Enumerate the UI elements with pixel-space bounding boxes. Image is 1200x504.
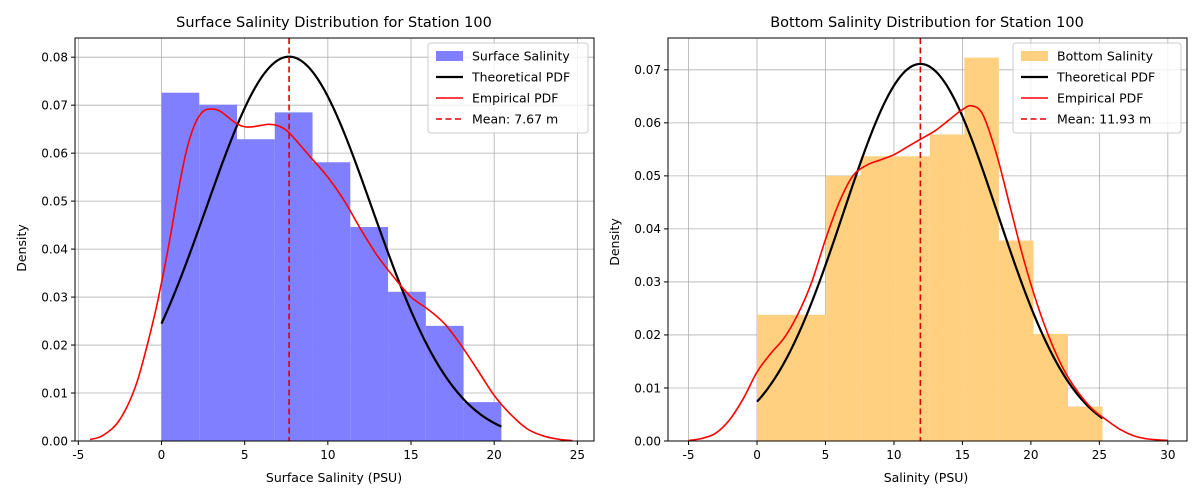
- legend-label: Mean: 7.67 m: [472, 111, 558, 126]
- legend-label: Mean: 11.93 m: [1057, 111, 1151, 126]
- x-tick-label: 5: [822, 448, 830, 462]
- y-tick-label: 0.04: [634, 222, 661, 236]
- empirical-pdf-line: [89, 108, 573, 442]
- y-tick-label: 0.06: [41, 146, 68, 160]
- y-tick-label: 0.04: [41, 242, 68, 256]
- legend-label: Theoretical PDF: [471, 69, 570, 84]
- y-tick-label: 0.02: [634, 328, 661, 342]
- x-tick-label: 30: [1160, 448, 1175, 462]
- histogram-bar: [237, 139, 275, 441]
- x-tick-label: -5: [72, 448, 84, 462]
- legend-label: Theoretical PDF: [1056, 69, 1155, 84]
- x-tick-label: 20: [1023, 448, 1038, 462]
- y-axis-label: Density: [14, 224, 29, 272]
- histogram-bar: [350, 227, 389, 441]
- y-axis-label: Density: [607, 218, 622, 266]
- x-tick-label: 25: [570, 448, 585, 462]
- plot-frame: [74, 37, 595, 442]
- y-tick-label: 0.03: [634, 275, 661, 289]
- empirical-pdf-line: [688, 104, 1168, 442]
- histogram-bars: [161, 92, 502, 442]
- x-tick-label: 10: [320, 448, 335, 462]
- legend-label: Empirical PDF: [472, 90, 558, 105]
- y-tick-label: 0.07: [634, 63, 661, 77]
- y-tick-label: 0.05: [634, 169, 661, 183]
- x-tick-label: 20: [487, 448, 502, 462]
- y-tick-label: 0.00: [634, 434, 661, 448]
- legend: Bottom Salinity Theoretical PDF Empirical …: [1012, 42, 1182, 134]
- x-tick-label: 25: [1092, 448, 1107, 462]
- chart-title: Bottom Salinity Distribution for Station…: [770, 15, 1084, 31]
- legend-swatch-bars: [1021, 51, 1048, 61]
- y-tick-label: 0.08: [41, 50, 68, 64]
- histogram-bar: [199, 104, 238, 442]
- legend: Surface Salinity Theoretical PDF Empirical…: [427, 42, 589, 134]
- y-ticks: 0.00 0.01 0.02 0.03 0.04 0.05 0.06 0.07 0.08: [41, 50, 75, 448]
- y-tick-label: 0.02: [41, 338, 68, 352]
- histogram-bar: [895, 156, 930, 441]
- x-tick-label: 10: [886, 448, 901, 462]
- legend-label: Empirical PDF: [1057, 90, 1143, 105]
- histogram-bar: [388, 291, 426, 441]
- x-ticks: -5 0 5 10 15 20 25: [72, 441, 585, 462]
- surface-salinity-chart: Surface Salinity Distribution for Statio…: [14, 15, 595, 485]
- histogram-bar: [929, 134, 965, 442]
- histogram-bars: [757, 57, 1103, 442]
- legend-box: [427, 42, 589, 134]
- x-axis-label: Salinity (PSU): [884, 470, 969, 485]
- x-tick-label: 0: [753, 448, 761, 462]
- legend-box: [1012, 42, 1182, 134]
- theoretical-pdf-line: [756, 62, 1104, 420]
- y-tick-label: 0.05: [41, 194, 68, 208]
- y-tick-label: 0.06: [634, 116, 661, 130]
- histogram-bar: [860, 156, 896, 441]
- bottom-salinity-chart: Bottom Salinity Distribution for Station…: [607, 15, 1188, 485]
- y-ticks: 0.00 0.01 0.02 0.03 0.04 0.05 0.06 0.07: [634, 63, 668, 448]
- histogram-bar: [312, 162, 351, 441]
- y-tick-label: 0.07: [41, 98, 68, 112]
- x-axis-label: Surface Salinity (PSU): [266, 470, 402, 485]
- plot-frame: [667, 37, 1188, 442]
- legend-label: Surface Salinity: [472, 48, 570, 63]
- histogram-bar: [757, 314, 827, 441]
- x-tick-label: 0: [158, 448, 166, 462]
- y-tick-label: 0.01: [41, 386, 68, 400]
- histogram-bar: [463, 402, 502, 441]
- x-tick-label: 15: [403, 448, 418, 462]
- histogram-bar: [1067, 406, 1103, 441]
- histogram-bar: [964, 57, 999, 441]
- histogram-bar: [425, 325, 464, 441]
- theoretical-pdf-line: [160, 55, 502, 428]
- y-tick-label: 0.00: [41, 434, 68, 448]
- histogram-bar: [274, 112, 313, 441]
- y-tick-label: 0.03: [41, 290, 68, 304]
- histogram-bar: [161, 92, 200, 441]
- x-tick-label: 15: [955, 448, 970, 462]
- x-tick-label: 5: [241, 448, 249, 462]
- y-tick-label: 0.01: [634, 381, 661, 395]
- legend-label: Bottom Salinity: [1057, 48, 1154, 63]
- legend-swatch-bars: [436, 51, 463, 61]
- x-tick-label: -5: [683, 448, 695, 462]
- chart-title: Surface Salinity Distribution for Statio…: [176, 15, 492, 31]
- x-ticks: -5 0 5 10 15 20 25 30: [683, 441, 1175, 462]
